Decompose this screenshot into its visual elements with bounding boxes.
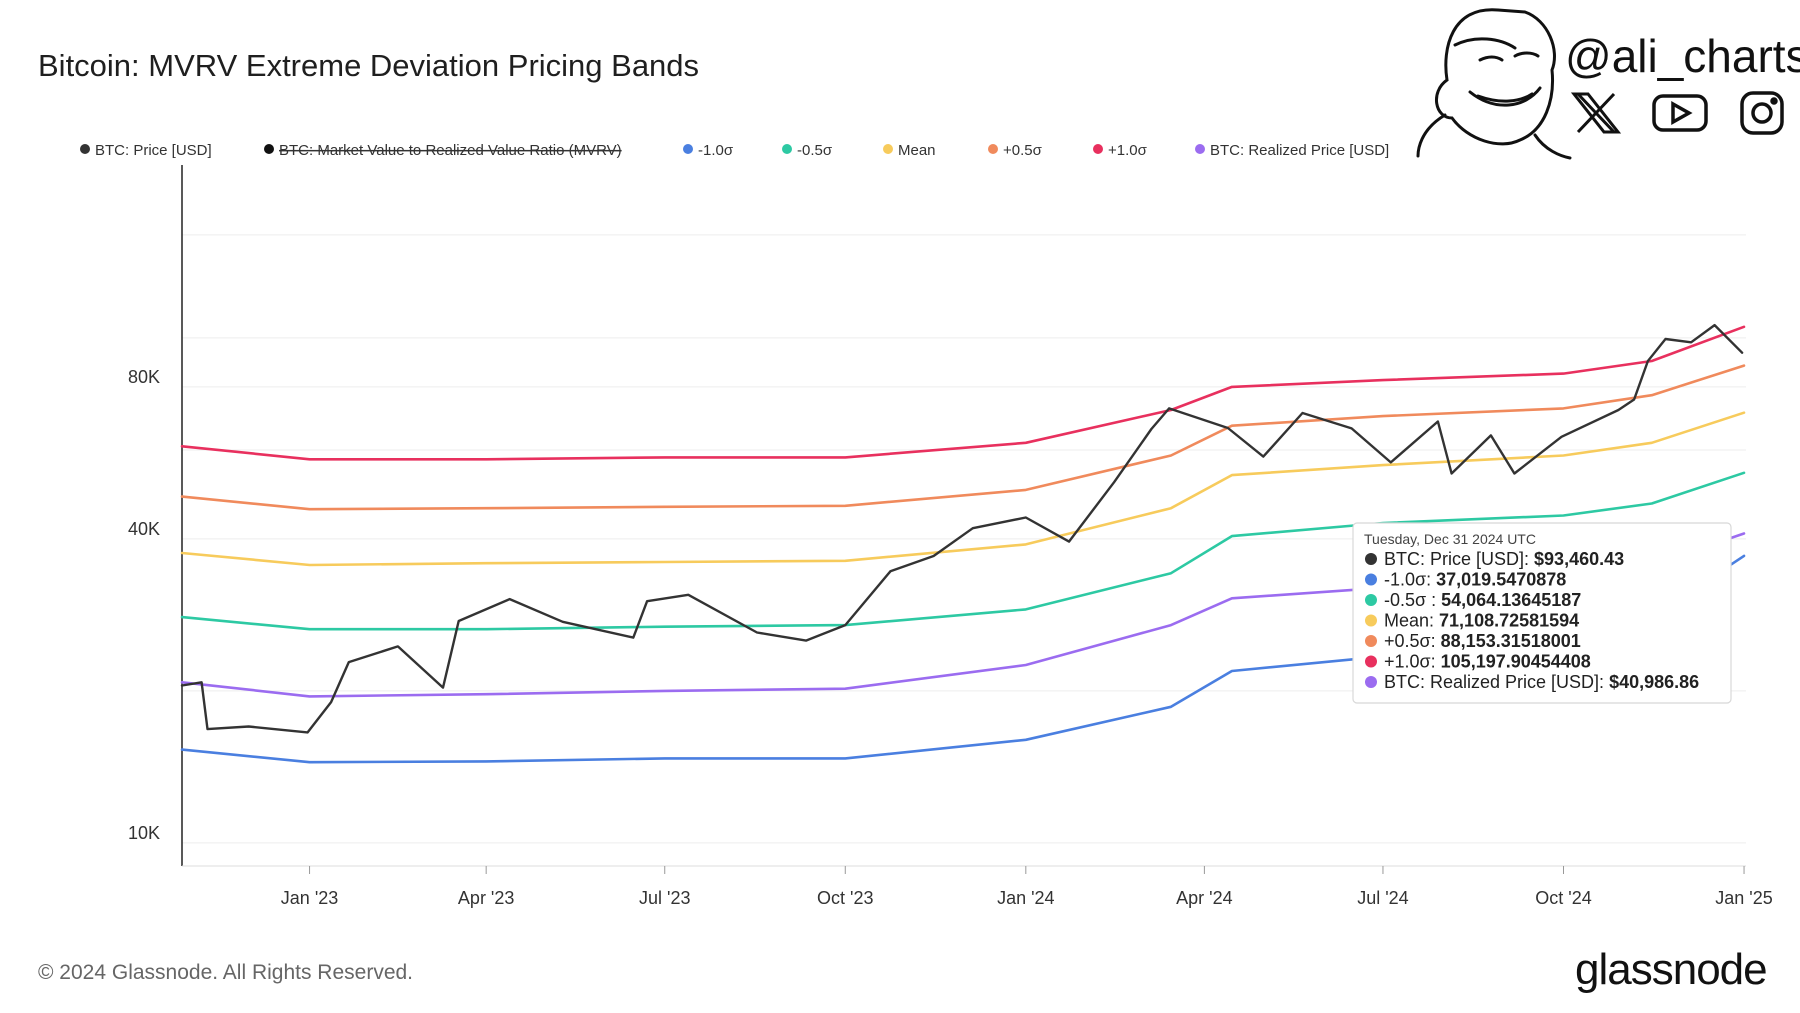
tooltip-row-label: -0.5σ : [1384, 590, 1441, 610]
x-tick-label: Jul '24 [1357, 888, 1408, 908]
tooltip-row-text: BTC: Realized Price [USD]: $40,986.86 [1384, 672, 1699, 692]
series-line-plus_05 [180, 364, 1746, 511]
y-tick-label: 80K [128, 367, 160, 387]
legend-item-price[interactable]: BTC: Price [USD] [80, 142, 212, 159]
legend-swatch [782, 144, 792, 154]
legend-item-minus_1[interactable]: -1.0σ [683, 142, 734, 159]
legend-label: BTC: Market Value to Realized Value Rati… [279, 142, 622, 159]
y-tick-label: 10K [128, 823, 160, 843]
tooltip-row-label: BTC: Realized Price [USD]: [1384, 672, 1609, 692]
x-tick-label: Jul '23 [639, 888, 690, 908]
legend-item-minus_05[interactable]: -0.5σ [782, 142, 833, 159]
tooltip-row-value: $40,986.86 [1609, 672, 1699, 692]
legend-swatch [1093, 144, 1103, 154]
glassnode-logo: glassnode [1575, 945, 1767, 994]
tooltip-row-text: +0.5σ: 88,153.31518001 [1384, 631, 1581, 651]
y-tick-label: 40K [128, 519, 160, 539]
x-tick-label: Jan '24 [997, 888, 1054, 908]
tooltip-swatch [1365, 553, 1377, 565]
x-logo-icon[interactable] [1570, 92, 1622, 134]
legend-item-plus_1[interactable]: +1.0σ [1093, 142, 1148, 159]
legend-item-plus_05[interactable]: +0.5σ [988, 142, 1043, 159]
tooltip-box [1352, 522, 1732, 704]
tooltip-row-label: +0.5σ: [1384, 631, 1441, 651]
youtube-icon[interactable] [1652, 94, 1708, 132]
tooltip-row-realized: BTC: Realized Price [USD]: $40,986.86 [1365, 672, 1699, 692]
tooltip-row-value: 88,153.31518001 [1441, 631, 1581, 651]
x-tick-label: Oct '24 [1535, 888, 1591, 908]
tooltip-swatch [1365, 635, 1377, 647]
x-tick-label: Apr '23 [458, 888, 514, 908]
copyright-text: © 2024 Glassnode. All Rights Reserved. [38, 961, 413, 984]
tooltip-row-mean: Mean: 71,108.72581594 [1365, 611, 1579, 631]
legend-label: Mean [898, 142, 936, 159]
tooltip-row-price: BTC: Price [USD]: $93,460.43 [1365, 549, 1624, 569]
x-tick-label: Oct '23 [817, 888, 873, 908]
x-tick-label: Jan '23 [281, 888, 338, 908]
tooltip-swatch [1365, 573, 1377, 586]
legend-swatch [683, 144, 693, 154]
x-tick-label: Jan '25 [1715, 888, 1772, 908]
tooltip-swatch [1365, 676, 1377, 688]
tooltip-row-plus_1: +1.0σ: 105,197.90454408 [1365, 652, 1591, 672]
tooltip-row-label: +1.0σ: [1384, 652, 1441, 672]
tooltip-row-value: 71,108.72581594 [1439, 611, 1579, 631]
legend-label: -0.5σ [797, 142, 833, 159]
tooltip-date: Tuesday, Dec 31 2024 UTC [1364, 531, 1536, 547]
tooltip-row-label: BTC: Price [USD]: [1384, 549, 1534, 569]
tooltip-rows: BTC: Price [USD]: $93,460.43-1.0σ: 37,01… [1365, 549, 1699, 692]
x-ticks: Jan '23 Apr '23 Jul '23 Oct '23 Jan '24 Apr '… [281, 866, 1773, 908]
legend-label: BTC: Price [USD] [95, 142, 212, 159]
legend-swatch [264, 144, 274, 154]
tooltip-row-value: 37,019.5470878 [1436, 570, 1566, 590]
troll-face-avatar-icon [1416, 8, 1572, 160]
tooltip-row-text: -0.5σ : 54,064.13645187 [1384, 590, 1581, 610]
legend-item-mvrv[interactable]: BTC: Market Value to Realized Value Rati… [264, 142, 622, 159]
series-line-price [180, 323, 1744, 734]
tooltip-row-minus_05: -0.5σ : 54,064.13645187 [1365, 590, 1581, 610]
tooltip-row-value: 105,197.90454408 [1441, 652, 1591, 672]
tooltip-row-text: -1.0σ: 37,019.5470878 [1384, 570, 1566, 590]
tooltip-row-label: Mean: [1384, 611, 1439, 631]
handle-text: @ali_charts [1565, 30, 1800, 82]
chart-title: Bitcoin: MVRV Extreme Deviation Pricing … [38, 48, 699, 83]
legend-label: +0.5σ [1003, 142, 1043, 159]
tooltip-row-label: -1.0σ: [1384, 570, 1436, 590]
tooltip-swatch [1365, 614, 1377, 627]
branding: @ali_charts [1416, 8, 1800, 160]
tooltip-row-text: +1.0σ: 105,197.90454408 [1384, 652, 1591, 672]
x-tick-label: Apr '24 [1176, 888, 1232, 908]
tooltip: Tuesday, Dec 31 2024 UTC BTC: Price [USD… [1352, 522, 1732, 704]
legend-swatch [80, 144, 90, 154]
legend-label: +1.0σ [1108, 142, 1148, 159]
legend-item-mean[interactable]: Mean [883, 142, 936, 159]
y-ticks: 10K 40K 80K [128, 367, 160, 843]
instagram-icon[interactable] [1740, 91, 1784, 135]
legend-label: -1.0σ [698, 142, 734, 159]
legend-label: BTC: Realized Price [USD] [1210, 142, 1389, 159]
legend-item-realized[interactable]: BTC: Realized Price [USD] [1195, 142, 1389, 159]
legend-swatch [988, 144, 998, 154]
tooltip-row-value: 54,064.13645187 [1441, 590, 1581, 610]
legend: BTC: Price [USD] BTC: Market Value to Rea… [80, 142, 1389, 159]
tooltip-row-value: $93,460.43 [1534, 549, 1624, 569]
tooltip-row-plus_05: +0.5σ: 88,153.31518001 [1365, 631, 1581, 651]
series-line-mean [180, 411, 1746, 567]
tooltip-swatch [1365, 655, 1377, 668]
series-line-plus_1 [180, 325, 1746, 461]
tooltip-row-minus_1: -1.0σ: 37,019.5470878 [1365, 570, 1566, 590]
tooltip-row-text: Mean: 71,108.72581594 [1384, 611, 1579, 631]
tooltip-row-text: BTC: Price [USD]: $93,460.43 [1384, 549, 1624, 569]
legend-swatch [883, 144, 893, 154]
tooltip-swatch [1365, 594, 1377, 606]
legend-swatch [1195, 144, 1205, 154]
